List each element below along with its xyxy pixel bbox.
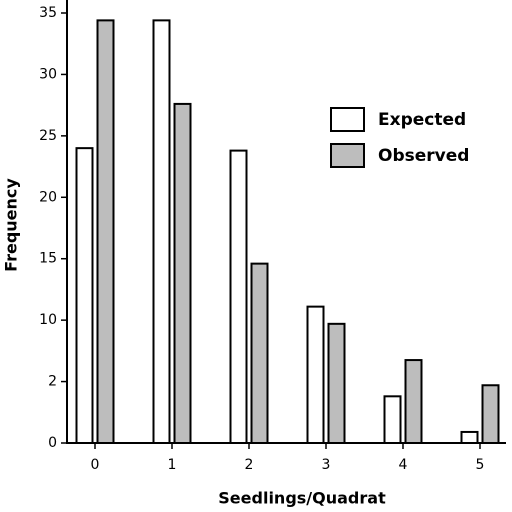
bar [250, 262, 269, 444]
bar [481, 384, 500, 444]
bar [173, 102, 192, 445]
bar [404, 359, 423, 445]
x-tick-label: 2 [245, 457, 254, 473]
bar [229, 149, 248, 444]
bar [152, 19, 171, 444]
bar [75, 147, 94, 444]
y-tick-label: 35 [39, 5, 57, 21]
bar [383, 395, 402, 445]
y-axis-label: Frequency [2, 178, 21, 272]
y-tick-label: 25 [39, 128, 57, 144]
x-axis-label: Seedlings/Quadrat [218, 489, 386, 508]
y-tick-label: 30 [39, 66, 57, 82]
legend-swatch [330, 107, 365, 132]
y-tick-label: 0 [48, 435, 57, 451]
bar [460, 430, 479, 445]
x-tick-label: 0 [91, 457, 100, 473]
legend-swatch [330, 143, 365, 168]
bar [96, 19, 115, 444]
legend-label: Expected [378, 110, 466, 130]
x-tick-label: 3 [322, 457, 331, 473]
bar [327, 322, 346, 445]
y-tick-label: 15 [39, 251, 57, 267]
y-tick-label: 20 [39, 189, 57, 205]
legend-label: Observed [378, 146, 469, 166]
x-tick-label: 1 [168, 457, 177, 473]
y-tick-label: 10 [39, 312, 57, 328]
x-tick-label: 5 [476, 457, 485, 473]
bar [306, 305, 325, 444]
y-tick-label: 2 [48, 374, 57, 390]
x-tick-label: 4 [399, 457, 408, 473]
